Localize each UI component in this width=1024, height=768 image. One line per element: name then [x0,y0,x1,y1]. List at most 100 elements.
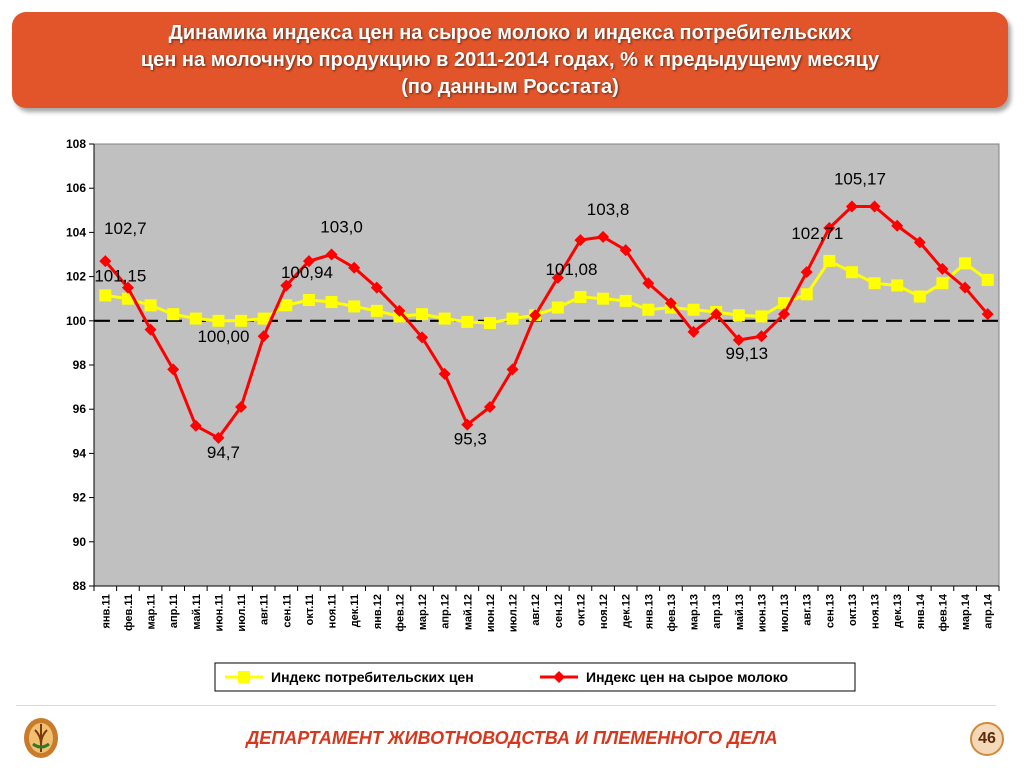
data-label: 102,7 [104,219,147,238]
milk-price-point [506,363,519,376]
x-tick-label: май.13 [734,594,746,630]
x-tick-label: май.11 [191,594,203,630]
cpi-point [212,314,225,327]
milk-price-point [755,330,768,343]
cpi-point [597,292,610,305]
x-tick-label: мар.11 [146,594,158,630]
title-banner: Динамика индекса цен на сырое молоко и и… [12,12,1008,108]
milk-price-point [438,367,451,380]
data-label: 101,15 [94,266,146,285]
cpi-point [461,315,474,328]
legend-label-1: Индекс потребительских цен [271,669,474,685]
x-tick-label: июл.13 [779,594,791,632]
cpi-point [687,303,700,316]
milk-price-point [235,400,248,413]
x-tick-label: фев.11 [123,594,135,631]
x-tick-label: фев.13 [666,594,678,632]
series-line-1 [105,258,989,325]
milk-price-point [710,308,723,321]
ministry-emblem-icon [24,718,58,758]
y-tick-label: 108 [66,137,86,151]
data-label: 99,13 [726,344,769,363]
cpi-point [235,314,248,327]
y-tick-label: 90 [73,535,87,549]
cpi-point [302,294,315,307]
legend-marker-square-icon [238,671,250,683]
cpi-point [189,312,202,325]
milk-price-point [370,281,383,294]
milk-price-point [981,308,994,321]
milk-price-point [529,309,542,322]
milk-price-point [800,266,813,279]
x-tick-label: авг.12 [530,594,542,626]
data-label: 105,17 [834,170,886,189]
milk-price-point [778,308,791,321]
cpi-point [370,304,383,317]
x-tick-label: мар.13 [689,594,701,630]
x-tick-label: ноя.13 [870,594,882,629]
y-tick-label: 100 [66,314,86,328]
milk-price-point [687,325,700,338]
legend-box [214,662,856,692]
y-tick-label: 106 [66,181,86,195]
milk-price-point [483,400,496,413]
line-chart: 88 90 92 94 96 98 100 102 104 106 108 янв.11 фев.11 м… [66,137,1000,692]
cpi-point [619,294,632,307]
milk-price-point [257,330,270,343]
milk-price-point [189,419,202,432]
chart-title-line-2: цен на молочную продукцию в 2011-2014 го… [140,48,880,71]
footer-department: ДЕПАРТАМЕНТ ЖИВОТНОВОДСТВА И ПЛЕМЕННОГО … [246,728,778,748]
x-tick-label: апр.11 [168,594,180,628]
milk-price-point [619,244,632,257]
milk-price-point [936,262,949,275]
milk-price-point [212,431,225,444]
x-tick-label: янв.11 [100,594,112,629]
milk-price-point [348,261,361,274]
x-tick-label: мар.12 [417,594,429,630]
data-label: 100,00 [197,327,249,346]
x-tick-label: фев.12 [394,594,406,632]
cpi-point [732,309,745,322]
cpi-point [99,289,112,302]
milk-price-point [99,255,112,268]
x-tick-label: июн.13 [756,594,768,632]
x-tick-label: ноя.11 [327,594,339,628]
milk-price-point [845,200,858,213]
cpi-point [483,317,496,330]
data-label: 101,08 [545,260,597,279]
x-tick-label: май.12 [462,594,474,630]
x-tick-label: апр.12 [440,594,452,629]
chart-title-line-3: (по данным Росстата) [401,75,619,98]
page-number-badge: 46 [970,722,1004,756]
y-tick-label: 96 [73,402,87,416]
cpi-point [891,279,904,292]
cpi-point [257,312,270,325]
milk-price-point [574,234,587,247]
milk-price-point [959,281,972,294]
milk-price-point [732,334,745,347]
x-tick-label: дек.13 [892,594,904,628]
y-tick-label: 88 [73,579,87,593]
milk-price-point [325,248,338,261]
x-tick-label: окт.13 [847,594,859,626]
x-tick-label: авг.11 [259,594,271,625]
x-tick-label: сен.11 [281,594,293,628]
cpi-point [574,290,587,303]
milk-price-point [823,221,836,234]
x-tick-label: окт.12 [575,594,587,626]
milk-price-point [597,230,610,243]
cpi-point [823,254,836,267]
milk-price-point [416,331,429,344]
series-line-2 [104,205,989,440]
cpi-point [416,308,429,321]
milk-price-point [642,277,655,290]
cpi-point [800,288,813,301]
y-tick-label: 104 [66,225,86,239]
x-tick-label: ноя.12 [598,594,610,629]
cpi-point [348,300,361,313]
x-tick-label: апр.13 [711,594,723,629]
plot-area [93,143,1000,587]
milk-price-point [913,236,926,249]
x-tick-label: окт.11 [304,594,316,625]
milk-price-point [664,297,677,310]
